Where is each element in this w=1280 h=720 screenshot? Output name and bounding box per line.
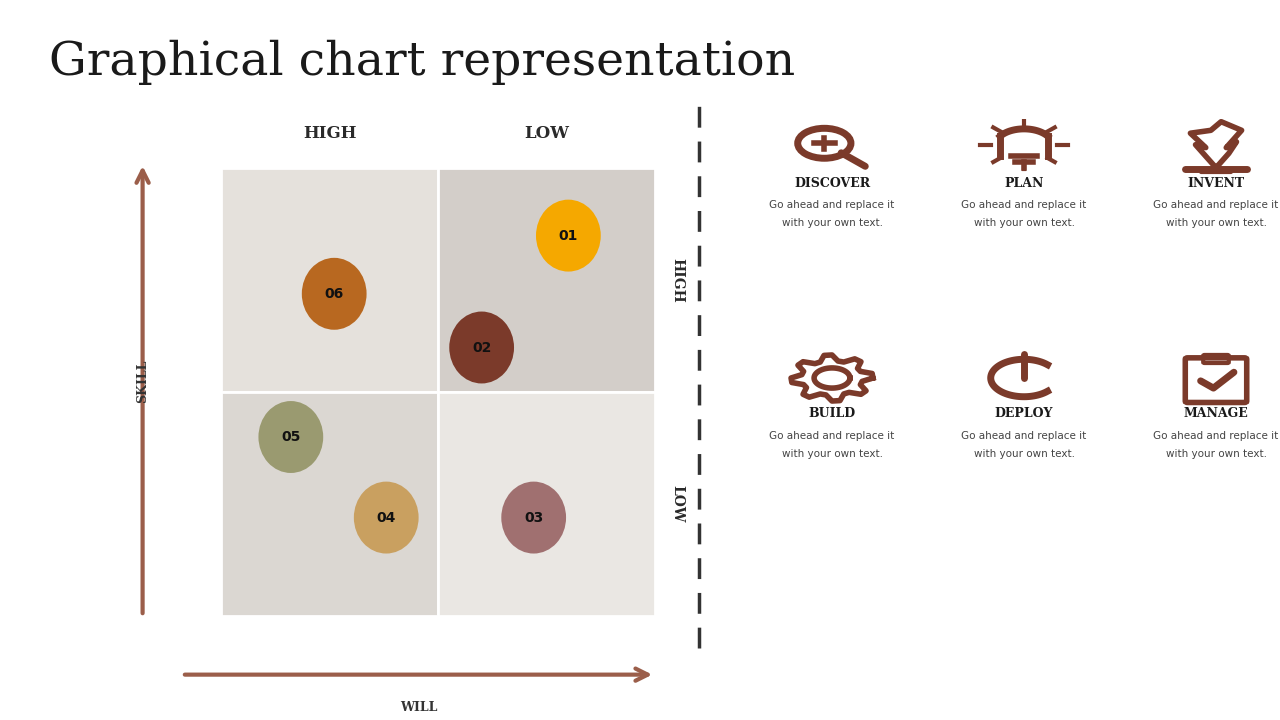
Text: DEPLOY: DEPLOY [995,408,1053,420]
Text: 06: 06 [325,287,344,301]
Text: SKILL: SKILL [136,360,148,403]
Text: 03: 03 [524,510,543,525]
Text: 04: 04 [376,510,396,525]
Bar [438,168,655,392]
Text: with your own text.: with your own text. [974,218,1074,228]
Text: MANAGE: MANAGE [1184,408,1248,420]
Text: with your own text.: with your own text. [782,218,882,228]
Text: LOW: LOW [525,125,570,142]
Text: DISCOVER: DISCOVER [794,177,870,190]
Text: Go ahead and replace it: Go ahead and replace it [769,431,895,441]
Text: 02: 02 [472,341,492,354]
Bar [221,168,438,392]
Text: Go ahead and replace it: Go ahead and replace it [1153,200,1279,210]
Ellipse shape [536,199,600,271]
Text: with your own text.: with your own text. [782,449,882,459]
Bar [221,392,438,616]
Text: Go ahead and replace it: Go ahead and replace it [961,431,1087,441]
Ellipse shape [302,258,366,330]
Text: LOW: LOW [671,485,685,523]
Text: with your own text.: with your own text. [1166,218,1266,228]
Ellipse shape [259,401,324,473]
Text: PLAN: PLAN [1005,177,1043,190]
Text: HIGH: HIGH [303,125,357,142]
Text: WILL: WILL [399,701,438,714]
Text: Go ahead and replace it: Go ahead and replace it [769,200,895,210]
Text: Go ahead and replace it: Go ahead and replace it [1153,431,1279,441]
Text: INVENT: INVENT [1188,177,1244,190]
Text: BUILD: BUILD [809,408,855,420]
Text: with your own text.: with your own text. [974,449,1074,459]
Text: HIGH: HIGH [671,258,685,302]
Text: Go ahead and replace it: Go ahead and replace it [961,200,1087,210]
Text: 05: 05 [282,430,301,444]
Text: 01: 01 [558,229,579,243]
Ellipse shape [449,312,515,384]
Text: Graphical chart representation: Graphical chart representation [49,40,795,85]
Ellipse shape [502,482,566,554]
Ellipse shape [353,482,419,554]
Text: with your own text.: with your own text. [1166,449,1266,459]
Bar [438,392,655,616]
